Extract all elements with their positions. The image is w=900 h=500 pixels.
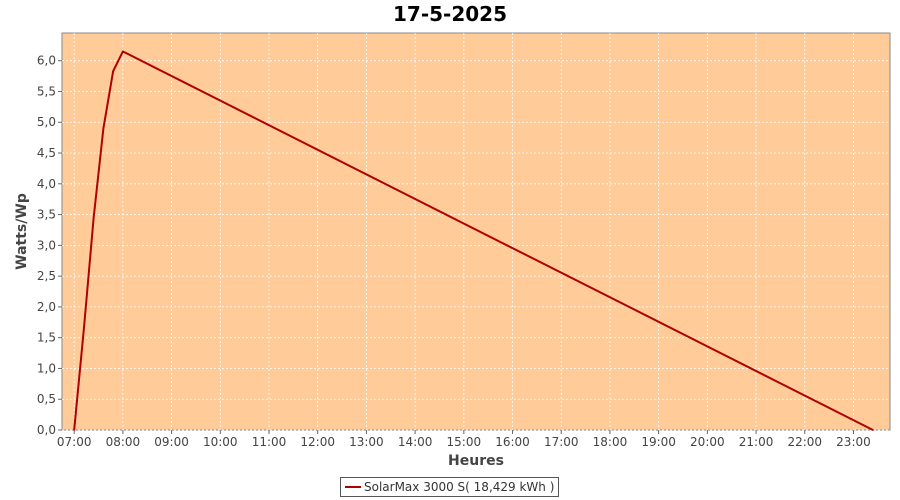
chart-title: 17-5-2025 xyxy=(392,2,507,26)
x-tick-label: 08:00 xyxy=(106,435,141,449)
x-tick-label: 19:00 xyxy=(641,435,676,449)
x-tick-label: 16:00 xyxy=(495,435,530,449)
series-layer xyxy=(73,50,874,431)
x-tick-label: 12:00 xyxy=(300,435,335,449)
x-tick-label: 09:00 xyxy=(154,435,189,449)
data-point xyxy=(122,50,124,53)
y-tick-label: 1,0 xyxy=(37,361,56,375)
y-tick-label: 0,0 xyxy=(37,423,56,437)
y-tick-label: 3,0 xyxy=(37,238,56,252)
y-tick-label: 6,0 xyxy=(37,54,56,68)
x-tick-label: 18:00 xyxy=(593,435,628,449)
x-tick-label: 11:00 xyxy=(252,435,287,449)
data-point xyxy=(83,327,85,330)
y-tick-label: 0,5 xyxy=(37,392,56,406)
x-tick-label: 07:00 xyxy=(57,435,92,449)
legend: SolarMax 3000 S( 18,429 kWh ) xyxy=(340,477,560,497)
legend-swatch xyxy=(345,486,361,488)
plot-area xyxy=(61,32,891,431)
y-tick-label: 5,0 xyxy=(37,115,56,129)
legend-entry-label: SolarMax 3000 S( 18,429 kWh ) xyxy=(364,480,555,494)
data-point xyxy=(872,429,874,431)
x-tick-label: 22:00 xyxy=(787,435,822,449)
grid-lines xyxy=(62,33,890,431)
data-point xyxy=(112,70,114,72)
x-tick-label: 21:00 xyxy=(739,435,774,449)
y-tick-label: 5,5 xyxy=(37,84,56,98)
y-tick-label: 4,5 xyxy=(37,146,56,160)
x-axis-label: Heures xyxy=(448,453,504,469)
y-tick-label: 2,0 xyxy=(37,300,56,314)
data-point xyxy=(102,127,105,130)
data-point xyxy=(73,429,75,431)
y-tick-label: 2,5 xyxy=(37,269,56,283)
x-tick-label: 13:00 xyxy=(349,435,384,449)
y-tick-label: 4,0 xyxy=(37,177,56,191)
y-axis-label: Watts/Wp xyxy=(14,193,30,270)
x-tick-label: 10:00 xyxy=(203,435,238,449)
x-tick-label: 17:00 xyxy=(544,435,579,449)
x-tick-label: 20:00 xyxy=(690,435,725,449)
x-tick-label: 15:00 xyxy=(447,435,482,449)
x-tick-label: 14:00 xyxy=(398,435,433,449)
data-point xyxy=(92,216,95,219)
y-tick-label: 1,5 xyxy=(37,331,56,345)
x-tick-label: 23:00 xyxy=(836,435,871,449)
axes: 07:00 08:00 09:00 10:00 11:00 12:00 13:00 14:00… xyxy=(37,54,871,449)
y-tick-label: 3,5 xyxy=(37,208,56,222)
